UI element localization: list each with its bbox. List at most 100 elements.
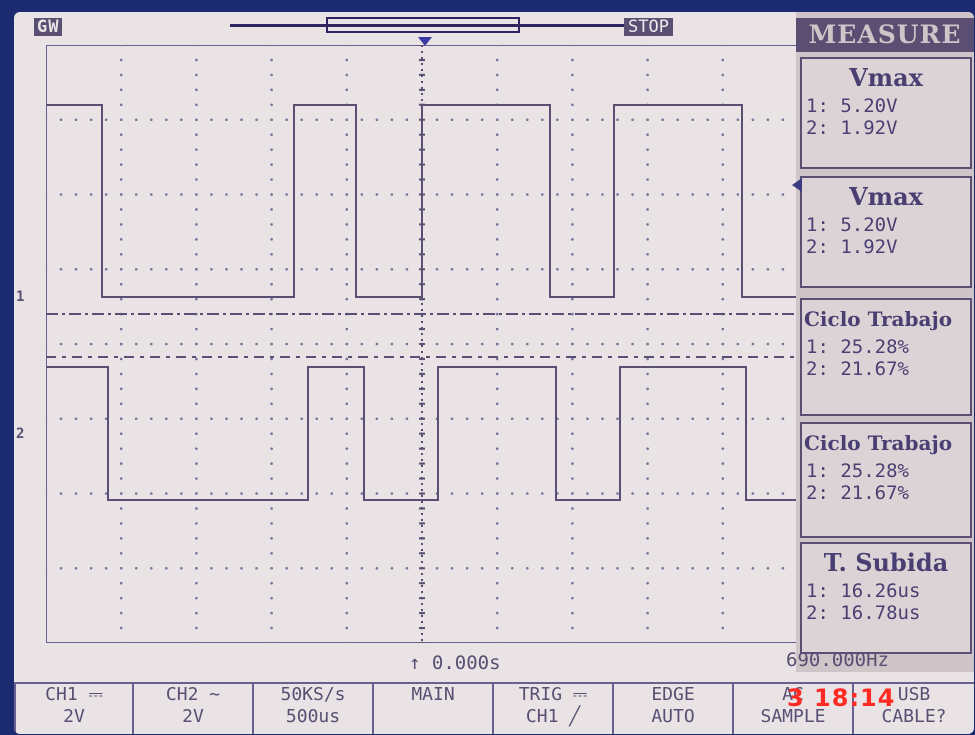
softkey-usb[interactable]: USB CABLE? bbox=[852, 682, 974, 734]
grid-dot bbox=[781, 267, 785, 271]
grid-dot bbox=[195, 477, 198, 480]
grid-dot bbox=[721, 462, 725, 465]
grid-dot bbox=[74, 193, 78, 196]
grid-dot bbox=[119, 522, 123, 525]
grid-dot bbox=[480, 342, 484, 346]
grid-dot bbox=[646, 566, 649, 570]
softkey-trigger[interactable]: TRIG ⎓ CH1 ╱ bbox=[492, 682, 612, 734]
grid-dot bbox=[646, 193, 649, 196]
grid-dot bbox=[556, 118, 559, 122]
grid-dot bbox=[119, 447, 123, 450]
grid-dot bbox=[104, 193, 108, 196]
grid-dot bbox=[571, 133, 574, 136]
grid-dot bbox=[616, 417, 619, 421]
grid-dot bbox=[345, 387, 349, 391]
grid-dot bbox=[525, 118, 529, 122]
grid-dot bbox=[345, 537, 349, 540]
grid-dot bbox=[345, 267, 349, 271]
grid-dot bbox=[631, 417, 634, 421]
grid-dot bbox=[165, 492, 168, 495]
grid-dot bbox=[270, 88, 273, 92]
grid-dot bbox=[676, 492, 679, 495]
grid-dot bbox=[721, 253, 725, 256]
measure-slot-1[interactable]: Vmax 1: 5.20V 2: 1.92V bbox=[800, 57, 972, 169]
grid-dot bbox=[646, 178, 649, 181]
grid-dot bbox=[270, 357, 273, 361]
softkey-main[interactable]: MAIN bbox=[372, 682, 492, 734]
grid-dot bbox=[74, 566, 78, 570]
grid-dot bbox=[646, 342, 649, 346]
grid-dot bbox=[706, 267, 710, 271]
grid-dot bbox=[465, 118, 469, 122]
measure-ch1-value: 1: 25.28% bbox=[806, 336, 909, 358]
grid-dot bbox=[134, 492, 138, 495]
measure-slot-5[interactable]: T. Subida 1: 16.26us 2: 16.78us bbox=[800, 542, 972, 654]
grid-dot bbox=[646, 611, 649, 615]
grid-dot bbox=[270, 641, 273, 643]
grid-dot bbox=[691, 118, 695, 122]
grid-dot bbox=[541, 267, 544, 271]
grid-dot bbox=[646, 253, 649, 256]
softkey-label: CH1 ⎓ bbox=[45, 684, 103, 705]
grid-dot bbox=[345, 193, 349, 196]
trigger-time-readout: ↑ 0.000s bbox=[409, 652, 501, 674]
grid-dot bbox=[195, 103, 198, 107]
grid-dot bbox=[405, 118, 409, 122]
frequency-readout: 690.000Hz bbox=[786, 649, 889, 671]
grid-dot bbox=[691, 193, 695, 196]
grid-dot bbox=[646, 537, 649, 540]
grid-dot bbox=[119, 193, 123, 196]
grid-dot bbox=[315, 118, 319, 122]
grid-dot bbox=[285, 417, 288, 421]
grid-dot bbox=[195, 88, 198, 92]
grid-dot bbox=[134, 193, 138, 196]
grid-dot bbox=[89, 566, 93, 570]
grid-dot bbox=[360, 118, 364, 122]
grid-dot bbox=[691, 267, 695, 271]
softkey-ch1[interactable]: CH1 ⎓ 2V bbox=[14, 682, 132, 734]
grid-dot bbox=[285, 118, 288, 122]
measure-slot-2[interactable]: Vmax 1: 5.20V 2: 1.92V bbox=[792, 176, 972, 288]
grid-dot bbox=[180, 566, 183, 570]
grid-dot bbox=[646, 626, 649, 630]
grid-dot bbox=[165, 267, 168, 271]
grid-dot bbox=[721, 297, 725, 301]
grid-dot bbox=[149, 492, 153, 495]
grid-dot bbox=[330, 193, 334, 196]
grid-dot bbox=[345, 73, 349, 77]
grid-dot bbox=[646, 581, 649, 585]
softkey-ch2[interactable]: CH2 ∼ 2V bbox=[132, 682, 252, 734]
grid-dot bbox=[270, 297, 273, 301]
grid-dot bbox=[119, 253, 123, 256]
grid-dot bbox=[300, 492, 303, 495]
grid-dot bbox=[631, 342, 634, 346]
softkey-timebase[interactable]: 50KS/s 500us bbox=[252, 682, 372, 734]
softkey-acquire[interactable]: AC SAMPLE bbox=[732, 682, 852, 734]
measure-name: Vmax bbox=[849, 63, 923, 92]
softkey-label: USB bbox=[897, 684, 931, 705]
grid-dot bbox=[781, 118, 785, 122]
grid-dot bbox=[300, 566, 303, 570]
measure-slot-4[interactable]: Ciclo Trabajo 1: 25.28% 2: 21.67% bbox=[800, 422, 972, 538]
grid-dot bbox=[134, 118, 138, 122]
grid-dot bbox=[661, 267, 664, 271]
brand-logo: GW bbox=[34, 18, 63, 36]
grid-dot bbox=[375, 342, 379, 346]
grid-dot bbox=[195, 507, 198, 510]
grid-dot bbox=[119, 238, 123, 241]
grid-dot bbox=[345, 223, 349, 226]
grid-dot bbox=[315, 267, 319, 271]
grid-dot bbox=[119, 552, 123, 555]
grid-dot bbox=[119, 402, 123, 406]
grid-dot bbox=[721, 641, 725, 643]
grid-dot bbox=[601, 118, 604, 122]
grid-dot bbox=[721, 537, 725, 540]
grid-dot bbox=[119, 641, 123, 643]
grid-dot bbox=[495, 432, 499, 436]
measure-slot-3[interactable]: Ciclo Trabajo 1: 25.28% 2: 21.67% bbox=[800, 298, 972, 416]
grid-dot bbox=[495, 522, 499, 525]
grid-dot bbox=[345, 372, 349, 376]
grid-dot bbox=[571, 581, 574, 585]
softkey-edge[interactable]: EDGE AUTO bbox=[612, 682, 732, 734]
grid-dot bbox=[270, 103, 273, 107]
